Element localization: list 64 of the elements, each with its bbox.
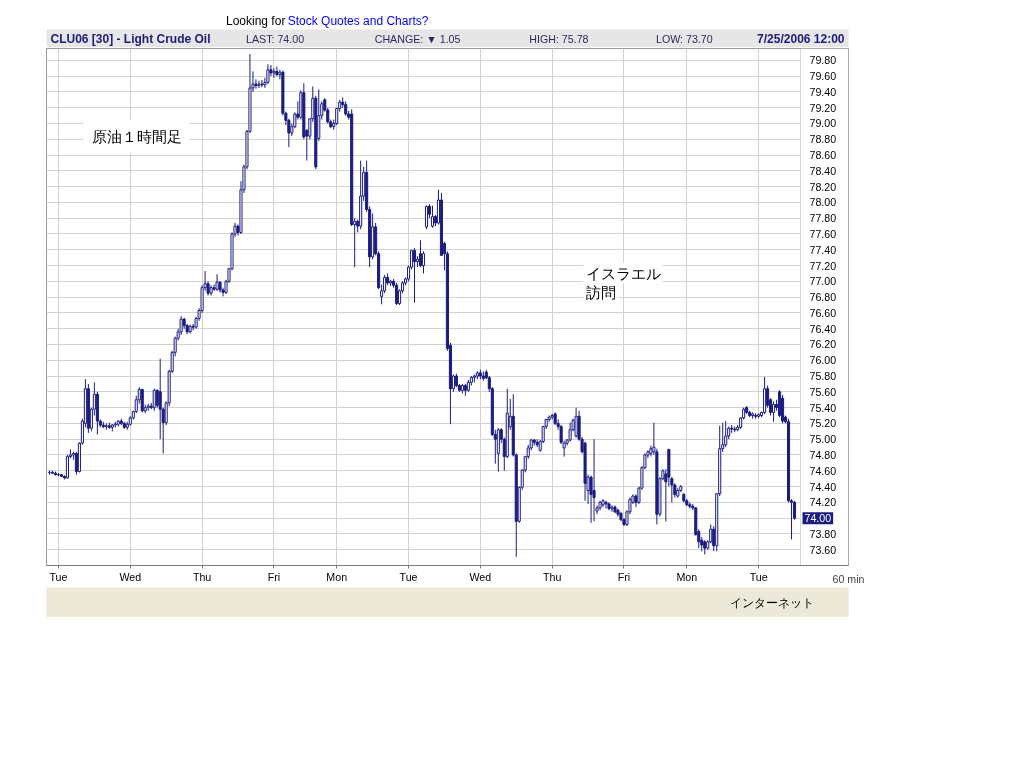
candlestick xyxy=(266,63,270,85)
x-axis-title: 60 min xyxy=(832,572,865,585)
y-tick-label: 78.60 xyxy=(809,149,837,162)
y-tick-label: 75.60 xyxy=(809,385,837,398)
y-tick-label: 76.40 xyxy=(809,322,837,335)
y-tick-label: 74.40 xyxy=(809,480,837,493)
y-tick-label: 78.40 xyxy=(809,164,837,177)
x-tick-label: Fri xyxy=(617,570,631,583)
y-tick-label: 79.80 xyxy=(809,54,837,67)
y-tick-label: 76.60 xyxy=(809,306,837,319)
y-tick-label: 76.20 xyxy=(809,338,837,351)
x-tick-label: Mon xyxy=(326,570,348,583)
y-tick-label: 77.40 xyxy=(809,243,837,256)
candlestick xyxy=(763,376,767,415)
text: HIGH: 75.78 xyxy=(529,32,589,45)
candlestick xyxy=(260,79,264,88)
y-tick-label: 74.80 xyxy=(809,449,837,461)
annotation: 原油１時間足 xyxy=(91,128,182,145)
y-tick-label: 74.20 xyxy=(809,496,837,509)
text: Looking for xyxy=(226,13,286,28)
x-tick-label: Thu xyxy=(542,570,562,583)
candlestick xyxy=(272,67,276,79)
y-tick-label: 79.20 xyxy=(809,101,837,114)
y-tick-label: 79.40 xyxy=(809,85,837,98)
candlestick xyxy=(275,66,279,77)
text: LOW: 73.70 xyxy=(655,32,713,45)
x-tick-label: Tue xyxy=(749,570,768,583)
y-tick-label: 75.40 xyxy=(809,401,837,414)
x-tick-label: Thu xyxy=(192,570,212,583)
chart-title: CLU06 [30] - Light Crude Oil xyxy=(50,31,211,46)
candlestick xyxy=(421,250,426,274)
x-tick-label: Tue xyxy=(49,570,68,583)
x-tick-label: Fri xyxy=(267,570,281,583)
y-tick-label: 75.80 xyxy=(809,370,837,383)
y-tick-label: 74.60 xyxy=(809,464,837,477)
y-tick-label: 73.60 xyxy=(809,543,837,556)
text: インターネット xyxy=(729,595,814,610)
x-tick-label: Wed xyxy=(469,570,492,583)
y-tick-label: 79.00 xyxy=(809,117,837,130)
candlestick xyxy=(257,80,261,89)
y-tick-label: 77.20 xyxy=(809,259,837,272)
text: 7/25/2006 12:00 xyxy=(757,31,845,46)
annotation: イスラエル xyxy=(585,264,661,282)
x-tick-label: Wed xyxy=(119,570,142,583)
y-tick-label: 77.80 xyxy=(809,212,837,225)
y-tick-label: 76.00 xyxy=(809,354,837,367)
y-tick-label: 77.00 xyxy=(809,275,837,288)
x-tick-label: Mon xyxy=(676,570,698,583)
text: LAST: 74.00 xyxy=(246,32,305,45)
text: CHANGE: ▼ 1.05 xyxy=(374,32,461,45)
y-tick-label: 73.80 xyxy=(809,527,837,540)
candlestick xyxy=(568,422,572,443)
text: 74.00 xyxy=(804,512,832,525)
y-tick-label: 75.00 xyxy=(809,433,837,446)
y-tick-label: 78.80 xyxy=(809,133,837,146)
y-tick-label: 79.60 xyxy=(809,70,837,83)
y-tick-label: 75.20 xyxy=(809,417,837,430)
annotation: 訪問 xyxy=(585,283,616,301)
y-tick-label: 78.20 xyxy=(809,180,837,193)
y-tick-label: 77.60 xyxy=(809,227,837,240)
x-tick-label: Tue xyxy=(399,570,418,583)
y-tick-label: 76.80 xyxy=(809,291,837,304)
y-tick-label: 78.00 xyxy=(809,196,837,209)
text: Stock Quotes and Charts? xyxy=(287,13,429,28)
